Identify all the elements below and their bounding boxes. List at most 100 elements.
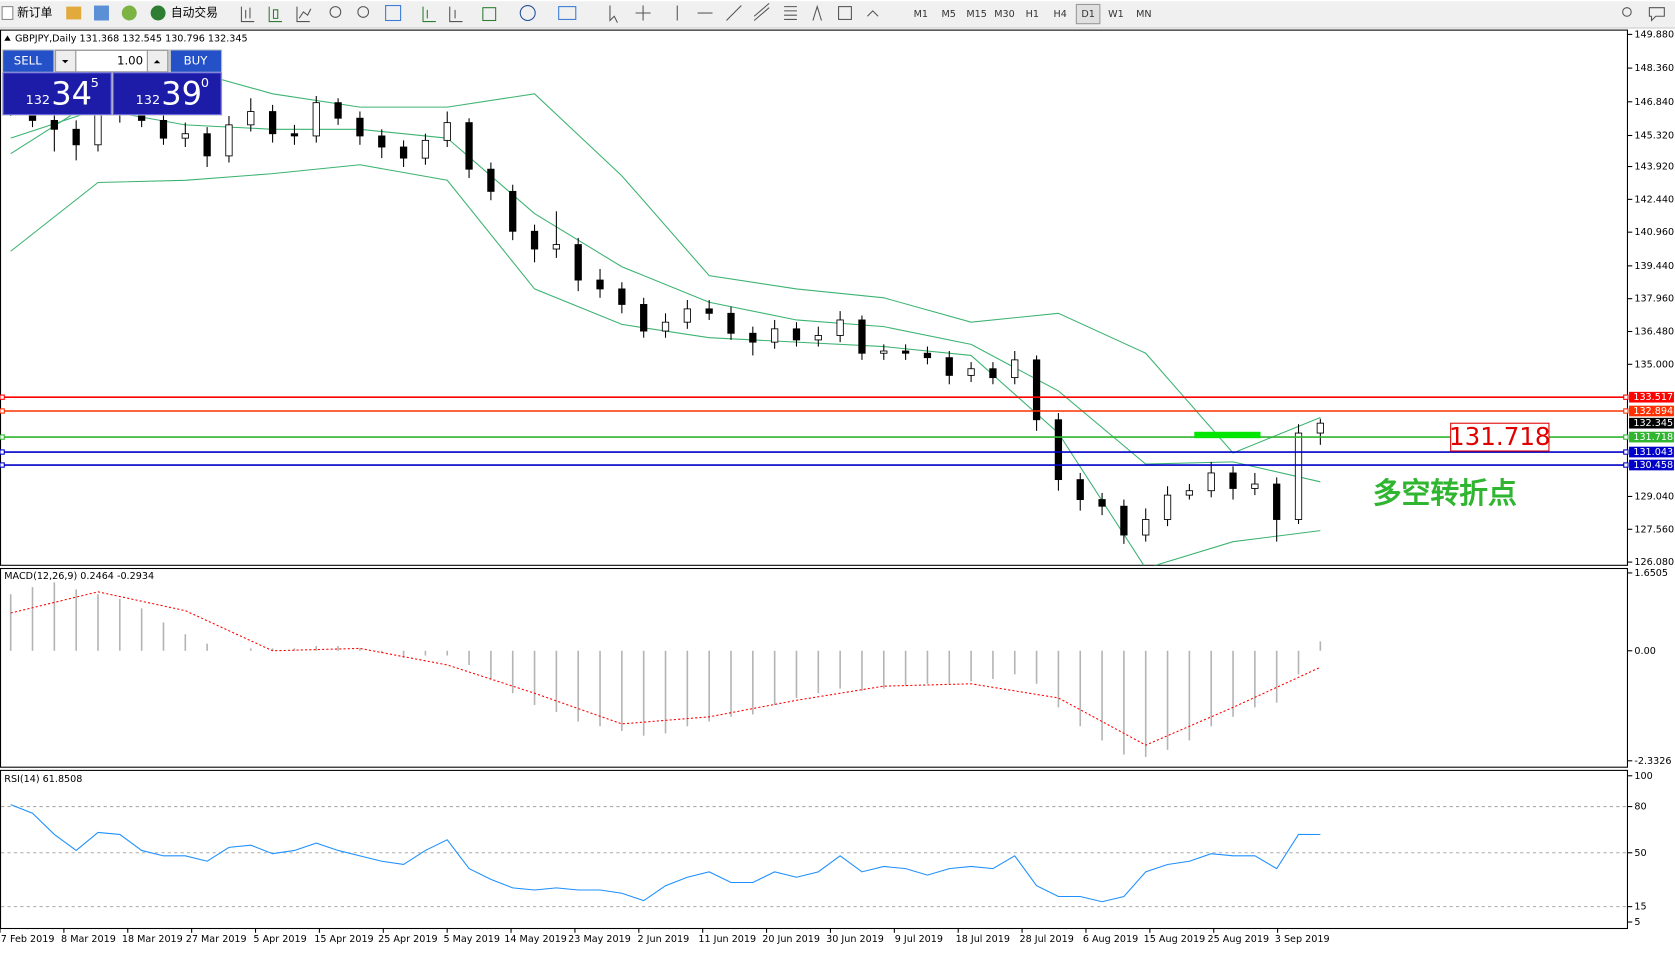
macd-bar (75, 589, 77, 651)
candle-body (1142, 519, 1150, 536)
arrow (153, 60, 161, 64)
y-tick-label: 100 (1634, 771, 1652, 782)
icon[interactable] (726, 5, 742, 21)
icon[interactable] (329, 6, 342, 18)
icon[interactable] (867, 10, 879, 17)
macd-bar (1166, 650, 1169, 750)
icon[interactable] (422, 6, 436, 23)
level-handle[interactable] (0, 434, 5, 440)
icon[interactable] (296, 6, 312, 23)
price-callout (1450, 422, 1550, 452)
last-price-label: 132.345 (1633, 418, 1673, 429)
timeframe[interactable]: H4 (1054, 9, 1067, 20)
icon[interactable] (784, 6, 797, 20)
icon[interactable] (812, 4, 822, 21)
macd-bar (752, 650, 754, 715)
buy-button[interactable] (170, 50, 222, 72)
macd-bar (53, 582, 56, 651)
timeframe[interactable]: MN (1136, 9, 1151, 20)
level-handle[interactable] (0, 462, 5, 468)
active-timeframe[interactable] (1075, 3, 1101, 25)
y-tick-label: 149.880 (1634, 29, 1674, 40)
icon[interactable] (519, 5, 536, 22)
macd-bar (577, 650, 580, 722)
macd-bar (1275, 650, 1278, 703)
level-handle[interactable] (0, 449, 5, 455)
auto-trading-label: 自动交易 (171, 6, 218, 20)
icon[interactable] (635, 5, 651, 21)
level-price-label: 132.894 (1633, 406, 1673, 417)
candle-body (1316, 422, 1324, 434)
new-order-button[interactable]: 新订单 (1, 6, 53, 20)
icon[interactable] (558, 6, 577, 20)
macd-chart: 1.6505 0.00 -2.3326 (9, 568, 1672, 767)
timeframe[interactable]: M15 (966, 9, 987, 20)
annotation: 多空转折点 (1373, 476, 1517, 510)
y-tick-label: 143.920 (1634, 162, 1674, 173)
timeframe[interactable]: D1 (1081, 9, 1095, 20)
icon[interactable] (609, 5, 618, 23)
bid-box[interactable] (2, 72, 112, 116)
icon[interactable] (449, 6, 463, 23)
candle-body (1011, 359, 1019, 379)
icon (1, 6, 14, 20)
collapse-icon[interactable] (4, 35, 11, 41)
chat-icon[interactable] (1648, 7, 1665, 22)
candle-body (574, 244, 582, 281)
timeframe[interactable]: M30 (994, 9, 1015, 20)
timeframe[interactable]: W1 (1108, 9, 1124, 20)
candle-body (72, 128, 80, 146)
icon[interactable] (66, 6, 82, 20)
auto-trading-button[interactable]: 自动交易 (150, 6, 218, 21)
icon[interactable] (385, 5, 402, 22)
icon[interactable] (268, 6, 283, 23)
level-handle[interactable] (0, 394, 5, 400)
macd-bar (642, 650, 645, 736)
icon[interactable] (482, 7, 497, 22)
macd-bar (992, 650, 994, 680)
icon[interactable] (357, 6, 370, 18)
icon[interactable] (753, 3, 770, 21)
candle-body (923, 352, 932, 359)
y-tick-label: 146.840 (1634, 97, 1674, 108)
y-tick-label: 80 (1634, 802, 1646, 813)
macd-bar (621, 650, 623, 731)
ask-box[interactable] (112, 72, 222, 116)
candle-body (967, 368, 975, 376)
rsi-line (10, 804, 1321, 903)
icon[interactable] (838, 6, 852, 20)
candle-body (989, 368, 997, 379)
level-handle[interactable] (1623, 434, 1629, 440)
new-order-label: 新订单 (17, 6, 52, 20)
macd-bar (882, 650, 885, 689)
icon[interactable] (94, 5, 109, 21)
level-handle[interactable] (1623, 449, 1629, 455)
level-handle[interactable] (0, 408, 5, 414)
y-tick-label: 145.320 (1634, 130, 1674, 141)
x-tick-label: 5 May 2019 (443, 934, 500, 945)
candle-body (552, 244, 561, 250)
timeframe[interactable]: M5 (942, 9, 956, 20)
level-handle[interactable] (1623, 394, 1629, 400)
candle-body (203, 133, 211, 157)
candle-body (509, 190, 517, 232)
timeframe[interactable]: M1 (914, 9, 928, 20)
sell-button[interactable] (3, 50, 54, 72)
candle-body (1098, 499, 1106, 507)
x-tick-label: 27 Mar 2019 (186, 934, 247, 945)
candle-body (290, 133, 299, 137)
macd-bar (1144, 650, 1147, 757)
candle-body (836, 319, 844, 336)
macd-bar (1297, 650, 1300, 675)
search-icon[interactable] (1622, 7, 1632, 17)
macd-bar (599, 650, 601, 727)
timeframe[interactable]: H1 (1026, 9, 1039, 20)
level-handle[interactable] (1623, 408, 1629, 414)
last-price-tag (1629, 417, 1674, 429)
level-handle[interactable] (1623, 462, 1629, 468)
icon[interactable] (121, 5, 137, 21)
y-tick-label: 139.440 (1634, 261, 1674, 272)
icon[interactable] (240, 6, 255, 23)
y-tick-label: 127.560 (1634, 524, 1674, 535)
macd-bar (795, 650, 798, 698)
